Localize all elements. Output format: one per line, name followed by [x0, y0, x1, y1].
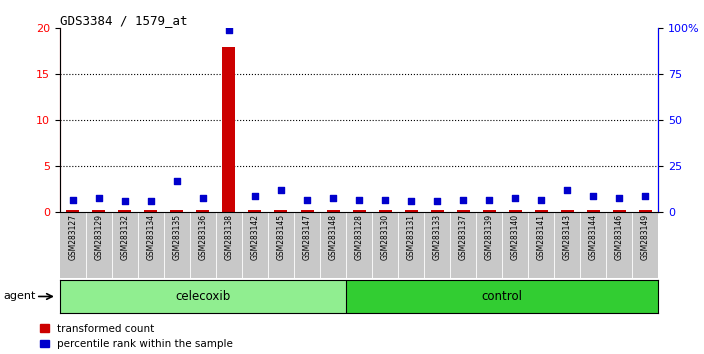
- Point: [379, 197, 391, 202]
- Bar: [483, 210, 496, 212]
- Text: GSM283129: GSM283129: [94, 215, 103, 260]
- Point: [223, 27, 234, 33]
- Bar: [66, 210, 80, 212]
- Text: GSM283142: GSM283142: [251, 215, 260, 260]
- Legend: transformed count, percentile rank within the sample: transformed count, percentile rank withi…: [40, 324, 233, 349]
- Text: GSM283148: GSM283148: [329, 215, 337, 260]
- Text: GSM283137: GSM283137: [458, 215, 467, 261]
- Text: GSM283128: GSM283128: [355, 215, 363, 260]
- Point: [510, 195, 521, 200]
- Point: [640, 193, 651, 199]
- Bar: [457, 210, 470, 212]
- Point: [67, 197, 78, 202]
- Bar: [301, 210, 313, 212]
- Bar: [405, 210, 417, 212]
- Bar: [196, 210, 210, 212]
- Bar: [379, 210, 391, 212]
- Text: GDS3384 / 1579_at: GDS3384 / 1579_at: [60, 14, 187, 27]
- Point: [353, 197, 365, 202]
- Bar: [144, 210, 158, 212]
- Bar: [353, 210, 365, 212]
- Point: [171, 178, 182, 184]
- Text: GSM283132: GSM283132: [120, 215, 130, 260]
- Point: [406, 199, 417, 204]
- Point: [145, 199, 156, 204]
- Text: GSM283143: GSM283143: [562, 215, 572, 261]
- Bar: [346, 280, 658, 313]
- Bar: [534, 210, 548, 212]
- Bar: [92, 210, 106, 212]
- Bar: [249, 210, 261, 212]
- Bar: [612, 210, 626, 212]
- Point: [432, 199, 443, 204]
- Point: [536, 197, 547, 202]
- Bar: [170, 210, 184, 212]
- Bar: [327, 210, 339, 212]
- Text: GSM283139: GSM283139: [484, 215, 494, 261]
- Text: GSM283146: GSM283146: [615, 215, 624, 261]
- Bar: [118, 210, 132, 212]
- Bar: [508, 210, 522, 212]
- Text: GSM283127: GSM283127: [68, 215, 77, 260]
- Point: [614, 195, 625, 200]
- Bar: [60, 280, 346, 313]
- Point: [327, 195, 339, 200]
- Text: celecoxib: celecoxib: [175, 290, 231, 303]
- Bar: [431, 210, 444, 212]
- Point: [562, 188, 573, 193]
- Point: [197, 195, 208, 200]
- Text: GSM283147: GSM283147: [303, 215, 311, 261]
- Text: GSM283141: GSM283141: [536, 215, 546, 260]
- Point: [119, 199, 130, 204]
- Bar: [560, 210, 574, 212]
- Text: GSM283135: GSM283135: [172, 215, 182, 261]
- Bar: [275, 210, 287, 212]
- Text: GSM283134: GSM283134: [146, 215, 156, 261]
- Point: [588, 193, 599, 199]
- Text: GSM283138: GSM283138: [225, 215, 234, 260]
- Point: [249, 193, 260, 199]
- Text: GSM283144: GSM283144: [589, 215, 598, 261]
- Bar: [639, 210, 652, 212]
- Text: control: control: [482, 290, 522, 303]
- Text: GSM283145: GSM283145: [277, 215, 286, 261]
- Text: GSM283133: GSM283133: [432, 215, 441, 261]
- Text: GSM283136: GSM283136: [199, 215, 208, 261]
- Point: [458, 197, 469, 202]
- Point: [484, 197, 495, 202]
- Text: agent: agent: [4, 291, 36, 302]
- Point: [93, 195, 104, 200]
- Point: [301, 197, 313, 202]
- Point: [275, 188, 287, 193]
- Text: GSM283149: GSM283149: [641, 215, 650, 261]
- Bar: [222, 47, 235, 212]
- Text: GSM283131: GSM283131: [407, 215, 415, 260]
- Text: GSM283140: GSM283140: [510, 215, 520, 261]
- Text: GSM283130: GSM283130: [381, 215, 389, 261]
- Bar: [586, 210, 600, 212]
